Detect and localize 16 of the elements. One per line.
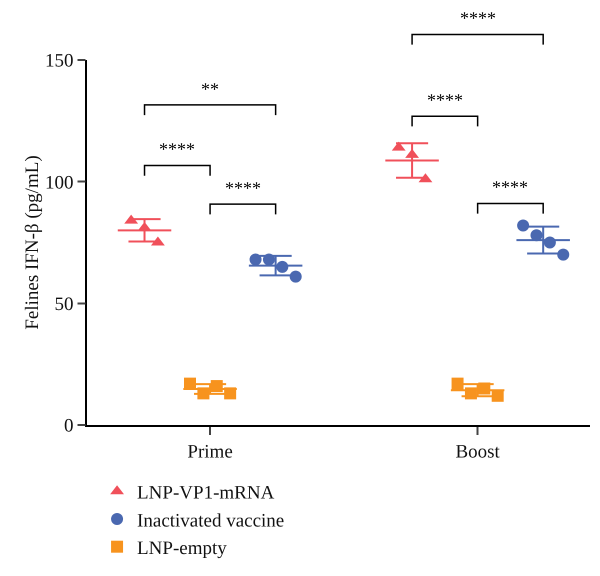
text: **** — [460, 8, 496, 28]
annotation: **** — [225, 178, 261, 198]
y-tick-label: 50 — [54, 294, 74, 315]
y-tick-label: 150 — [44, 50, 74, 72]
annotation: ** — [201, 79, 219, 99]
y-axis-title: Felines IFN-β (pg/mL) — [22, 155, 43, 330]
x-tick-label: Prime — [187, 442, 233, 463]
legend-label: Inactivated vaccine — [137, 510, 284, 532]
legend-label: LNP-empty — [137, 538, 228, 560]
y-tick-label: 0 — [64, 416, 74, 437]
annotation: **** — [492, 177, 528, 197]
x-tick-label: Boost — [455, 442, 501, 463]
legend-label: LNP-VP1-mRNA — [137, 482, 275, 504]
annotation: **** — [159, 139, 195, 159]
y-tick-label: 100 — [44, 172, 74, 194]
annotation: **** — [427, 90, 463, 110]
